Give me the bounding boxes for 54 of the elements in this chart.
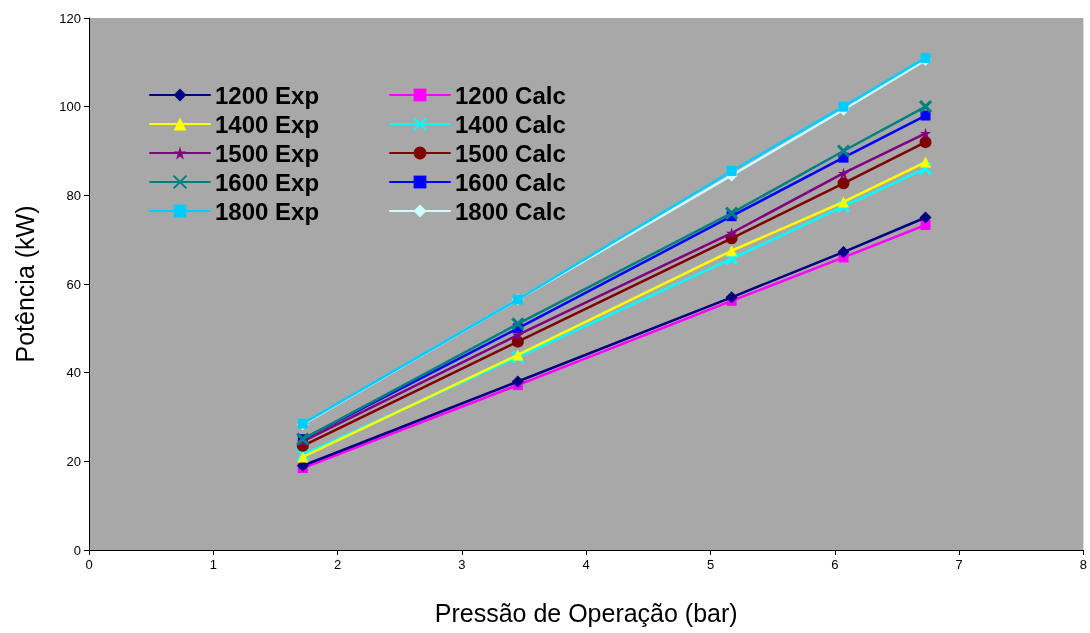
point (726, 227, 738, 239)
point (919, 136, 932, 149)
x-tick-label: 4 (582, 557, 590, 572)
point (920, 110, 931, 121)
point (726, 165, 737, 176)
point (838, 101, 849, 112)
point (511, 375, 524, 388)
point (512, 349, 524, 361)
legend-label: 1800 Calc (455, 197, 566, 225)
point (919, 211, 932, 224)
point (920, 127, 932, 139)
y-tick-label: 0 (73, 542, 81, 558)
legend-label: 1200 Calc (455, 81, 566, 109)
y-tick-label: 20 (66, 453, 81, 469)
x-tick-label: 3 (458, 557, 466, 572)
point (920, 156, 932, 168)
y-tick-label: 40 (66, 365, 81, 381)
x-tick-label: 6 (831, 557, 839, 572)
x-tick-label: 0 (85, 557, 93, 572)
point (724, 206, 739, 221)
point (918, 99, 933, 114)
y-axis-title: Potência (kW) (10, 205, 39, 363)
legend-label: 1800 Exp (215, 197, 320, 225)
x-tick-label: 5 (706, 557, 715, 572)
point (725, 291, 738, 304)
y-tick-label: 120 (59, 10, 81, 26)
point (837, 246, 850, 259)
point (726, 245, 738, 257)
legend-label: 1400 Exp (215, 110, 320, 138)
point (295, 447, 310, 462)
point (724, 251, 739, 266)
legend-label: 1500 Exp (215, 139, 320, 167)
point (920, 52, 931, 63)
y-tick-label: 100 (59, 99, 81, 115)
point (510, 316, 525, 331)
x-tick-label: 7 (955, 557, 963, 572)
point (297, 451, 309, 463)
legend-label: 1600 Calc (455, 168, 566, 196)
legend-label: 1200 Exp (215, 81, 320, 109)
point (836, 199, 851, 214)
legend-label: 1500 Calc (455, 139, 566, 167)
x-tick-label: 8 (1079, 557, 1087, 572)
point (836, 144, 851, 158)
point (837, 196, 849, 208)
point (837, 167, 849, 179)
y-tick-label: 80 (66, 187, 81, 203)
x-tick-label: 1 (209, 557, 217, 572)
legend-label: 1600 Exp (215, 168, 320, 196)
point (837, 177, 850, 190)
x-tick-label: 2 (333, 557, 342, 572)
y-tick-label: 60 (66, 276, 81, 292)
point (512, 329, 524, 341)
legend-label: 1400 Calc (455, 110, 566, 138)
x-axis-title: Pressão de Operação (bar) (434, 598, 738, 627)
